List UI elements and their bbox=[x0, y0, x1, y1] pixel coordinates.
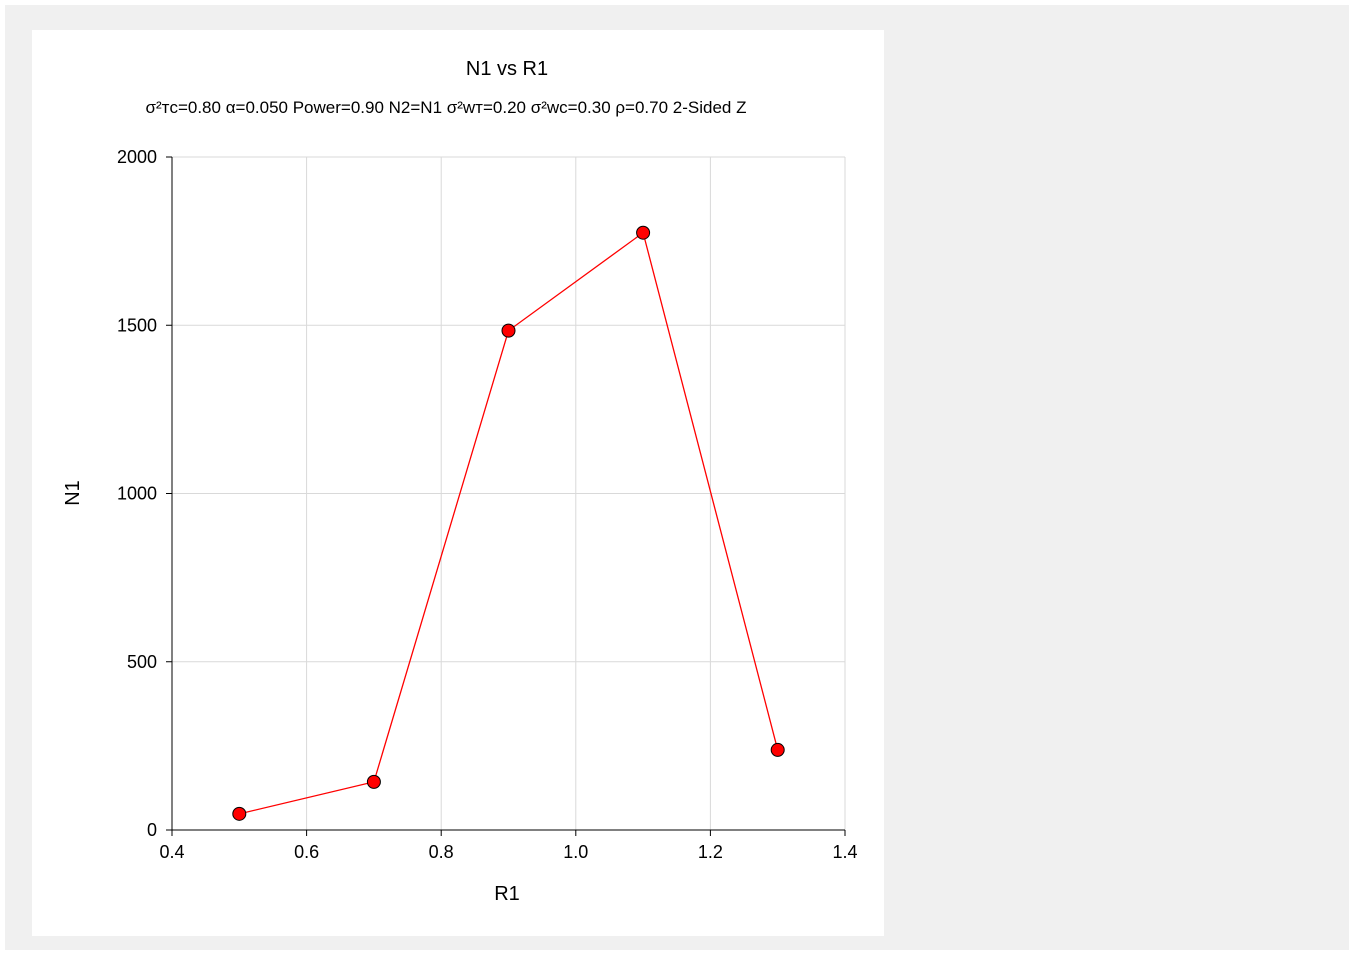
x-tick-label: 0.6 bbox=[294, 842, 319, 862]
y-tick-label: 1500 bbox=[117, 315, 157, 335]
x-tick-label: 1.0 bbox=[563, 842, 588, 862]
chart-title: N1 vs R1 bbox=[466, 58, 548, 80]
line-chart: N1 vs R1 σ²ᴛᴄ=0.80 α=0.050 Power=0.90 N2… bbox=[62, 58, 858, 905]
data-point bbox=[232, 806, 247, 821]
data-series bbox=[232, 225, 785, 821]
data-point bbox=[636, 225, 651, 240]
x-tick-label: 0.4 bbox=[159, 842, 184, 862]
data-point bbox=[770, 742, 785, 757]
x-axis-ticks: 0.4 0.6 0.8 1.0 1.2 1.4 bbox=[159, 830, 858, 862]
series-line bbox=[239, 231, 779, 815]
y-axis-ticks: 0 500 1000 1500 2000 bbox=[117, 147, 172, 840]
data-point bbox=[501, 323, 516, 338]
data-point bbox=[366, 774, 381, 789]
gridlines bbox=[172, 156, 846, 830]
chart-subtitle: σ²ᴛᴄ=0.80 α=0.050 Power=0.90 N2=N1 σ²wᴛ=… bbox=[146, 98, 747, 117]
chart-panel: N1 vs R1 σ²ᴛᴄ=0.80 α=0.050 Power=0.90 N2… bbox=[32, 30, 884, 936]
y-tick-label: 1000 bbox=[117, 484, 157, 504]
x-tick-label: 0.8 bbox=[429, 842, 454, 862]
x-tick-label: 1.2 bbox=[698, 842, 723, 862]
y-tick-label: 2000 bbox=[117, 147, 157, 167]
y-tick-label: 500 bbox=[127, 652, 157, 672]
y-tick-label: 0 bbox=[147, 820, 157, 840]
x-tick-label: 1.4 bbox=[832, 842, 857, 862]
y-axis-label: N1 bbox=[62, 480, 84, 506]
x-axis-label: R1 bbox=[494, 883, 520, 905]
figure-background: N1 vs R1 σ²ᴛᴄ=0.80 α=0.050 Power=0.90 N2… bbox=[5, 5, 1349, 950]
